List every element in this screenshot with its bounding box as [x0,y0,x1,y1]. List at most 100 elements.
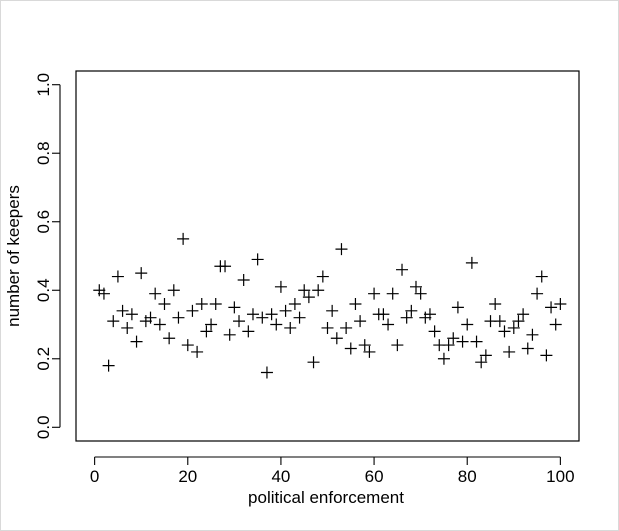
data-point [368,287,381,300]
y-axis-label: number of keepers [4,185,23,327]
data-point [405,304,418,317]
data-point [326,304,339,317]
plot-box [75,70,580,442]
data-point [260,366,273,379]
data-point [451,301,464,314]
data-point [130,335,143,348]
data-point [354,315,367,328]
data-point [465,256,478,269]
data-point [284,321,297,334]
x-tick-label: 80 [458,467,477,486]
data-point [423,308,436,321]
data-point [363,345,376,358]
data-point [163,332,176,345]
data-point [470,335,483,348]
data-point [437,352,450,365]
data-point [382,318,395,331]
data-point [461,318,474,331]
x-tick-label: 40 [271,467,290,486]
data-point [414,287,427,300]
data-point [209,297,222,310]
x-tick-label: 0 [90,467,99,486]
data-point [409,280,422,293]
data-point [386,287,399,300]
data-point [344,342,357,355]
data-point [498,325,511,338]
data-point [312,284,325,297]
data-point [479,349,492,362]
y-tick-label: 0.6 [34,210,53,234]
data-point [125,308,138,321]
data-point [358,339,371,352]
data-point [293,311,306,324]
data-point [521,342,534,355]
data-point [116,304,129,317]
data-point [279,304,292,317]
data-point [340,321,353,334]
data-point [540,349,553,362]
data-point [107,315,120,328]
data-point [447,332,460,345]
data-point [321,321,334,334]
data-point [391,339,404,352]
data-point [121,321,134,334]
data-point [97,287,110,300]
data-point [153,318,166,331]
x-tick-label: 20 [178,467,197,486]
data-point [330,332,343,345]
data-point [507,321,520,334]
data-point [144,311,157,324]
data-point [526,328,539,341]
data-point [242,325,255,338]
data-point [135,267,148,280]
y-tick-label: 1.0 [34,73,53,97]
data-point [302,291,315,304]
data-point [298,284,311,297]
data-point [191,345,204,358]
data-point [549,318,562,331]
y-tick-label: 0.8 [34,141,53,165]
data-point [265,308,278,321]
data-point [205,318,218,331]
data-point [102,359,115,372]
data-point [177,232,190,245]
x-axis: 0 20 40 60 80 100 [90,456,575,486]
data-point [428,325,441,338]
data-point [349,297,362,310]
data-point [400,311,413,324]
data-point [111,270,124,283]
data-point [456,335,469,348]
data-point [158,297,171,310]
y-tick-label: 0.2 [34,347,53,371]
data-point [493,315,506,328]
data-point [246,308,259,321]
data-point [251,253,264,266]
x-tick-label: 100 [546,467,574,486]
x-tick-label: 60 [365,467,384,486]
data-point [195,297,208,310]
data-point [149,287,162,300]
data-point [396,263,409,276]
data-point [274,280,287,293]
y-axis: 0.0 0.2 0.4 0.6 0.8 1.0 [34,73,61,439]
data-point [228,301,241,314]
data-point [172,311,185,324]
data-point [167,284,180,297]
y-tick-label: 0.4 [34,278,53,302]
data-point [233,315,246,328]
data-point [237,273,250,286]
data-point [200,325,213,338]
data-point [545,301,558,314]
data-point [517,308,530,321]
data-point [335,243,348,256]
data-point [489,297,502,310]
data-point [307,356,320,369]
data-point [219,260,232,273]
data-points [93,232,567,379]
y-tick-label: 0.0 [34,415,53,439]
data-point [554,297,567,310]
data-point [512,315,525,328]
data-point [256,311,269,324]
